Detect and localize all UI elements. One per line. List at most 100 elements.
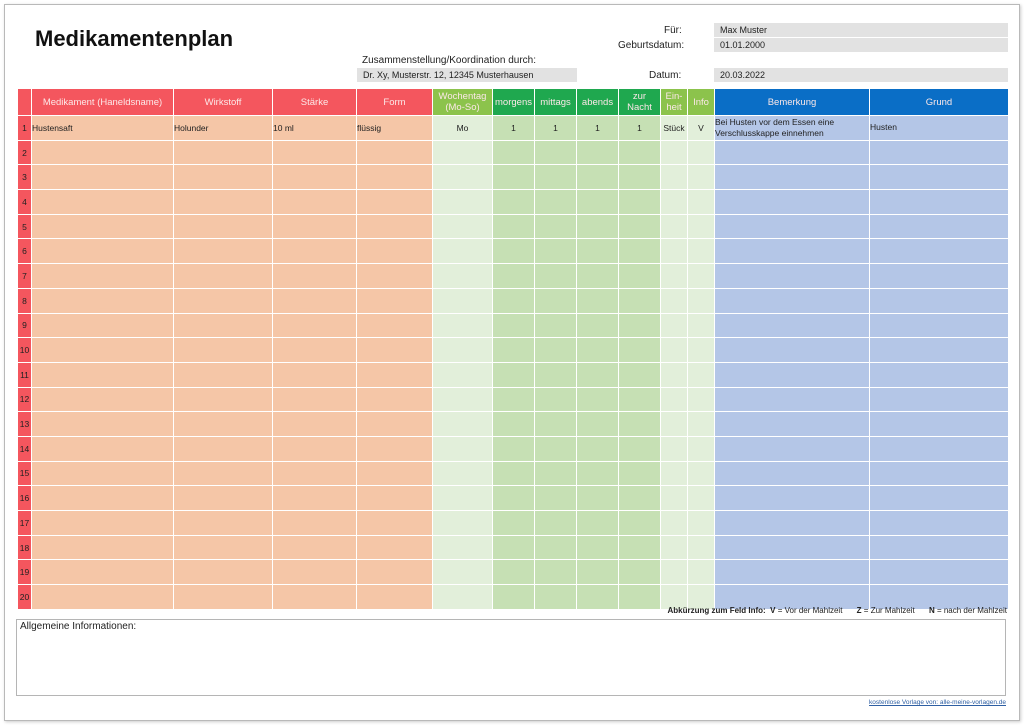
cell-form[interactable] <box>356 411 433 437</box>
cell-bemerkung[interactable]: Bei Husten vor dem Essen eine Verschluss… <box>714 115 870 141</box>
cell-mittags[interactable] <box>534 213 577 240</box>
cell-grund[interactable] <box>869 435 1009 462</box>
cell-form[interactable] <box>356 337 433 363</box>
cell-abends[interactable] <box>576 287 619 314</box>
cell-medikament[interactable] <box>31 386 174 413</box>
cell-grund[interactable] <box>869 584 1009 610</box>
cell-morgens[interactable] <box>492 485 535 511</box>
cell-zur-nacht[interactable] <box>618 510 661 536</box>
datum-field[interactable]: 20.03.2022 <box>714 68 1008 82</box>
cell-einheit[interactable] <box>660 164 688 191</box>
cell-morgens[interactable] <box>492 411 535 437</box>
cell-bemerkung[interactable] <box>714 386 870 413</box>
cell-staerke[interactable] <box>272 312 357 339</box>
cell-medikament[interactable] <box>31 510 174 536</box>
cell-form[interactable] <box>356 238 433 265</box>
cell-medikament[interactable] <box>31 584 174 610</box>
cell-grund[interactable]: Husten <box>869 115 1009 141</box>
cell-bemerkung[interactable] <box>714 559 870 586</box>
cell-form[interactable] <box>356 189 433 215</box>
cell-wochentag[interactable] <box>432 139 493 166</box>
cell-abends[interactable] <box>576 485 619 511</box>
cell-abends[interactable] <box>576 460 619 487</box>
cell-medikament[interactable] <box>31 213 174 240</box>
cell-info[interactable] <box>687 287 715 314</box>
cell-wochentag[interactable] <box>432 189 493 215</box>
cell-staerke[interactable] <box>272 287 357 314</box>
cell-info[interactable] <box>687 485 715 511</box>
cell-wirkstoff[interactable] <box>173 164 273 191</box>
cell-morgens[interactable] <box>492 263 535 289</box>
cell-staerke[interactable]: 10 ml <box>272 115 357 141</box>
cell-einheit[interactable] <box>660 139 688 166</box>
cell-medikament[interactable] <box>31 287 174 314</box>
cell-wirkstoff[interactable] <box>173 411 273 437</box>
cell-info[interactable] <box>687 312 715 339</box>
cell-wirkstoff[interactable] <box>173 238 273 265</box>
cell-info[interactable] <box>687 460 715 487</box>
cell-info[interactable] <box>687 411 715 437</box>
cell-zur-nacht[interactable] <box>618 337 661 363</box>
cell-morgens[interactable] <box>492 287 535 314</box>
cell-staerke[interactable] <box>272 213 357 240</box>
cell-wochentag[interactable] <box>432 337 493 363</box>
cell-morgens[interactable]: 1 <box>492 115 535 141</box>
cell-einheit[interactable] <box>660 460 688 487</box>
cell-bemerkung[interactable] <box>714 534 870 561</box>
cell-morgens[interactable] <box>492 312 535 339</box>
cell-bemerkung[interactable] <box>714 361 870 388</box>
cell-grund[interactable] <box>869 510 1009 536</box>
cell-wirkstoff[interactable] <box>173 460 273 487</box>
cell-form[interactable] <box>356 287 433 314</box>
cell-wirkstoff[interactable] <box>173 213 273 240</box>
cell-staerke[interactable] <box>272 164 357 191</box>
cell-einheit[interactable] <box>660 213 688 240</box>
cell-mittags[interactable] <box>534 263 577 289</box>
cell-wochentag[interactable] <box>432 435 493 462</box>
cell-staerke[interactable] <box>272 361 357 388</box>
cell-staerke[interactable] <box>272 337 357 363</box>
cell-bemerkung[interactable] <box>714 263 870 289</box>
cell-wochentag[interactable] <box>432 361 493 388</box>
cell-form[interactable] <box>356 510 433 536</box>
cell-medikament[interactable] <box>31 559 174 586</box>
cell-bemerkung[interactable] <box>714 510 870 536</box>
cell-info[interactable] <box>687 164 715 191</box>
cell-zur-nacht[interactable] <box>618 189 661 215</box>
cell-medikament[interactable] <box>31 485 174 511</box>
cell-einheit[interactable] <box>660 411 688 437</box>
cell-bemerkung[interactable] <box>714 584 870 610</box>
cell-einheit[interactable] <box>660 287 688 314</box>
fuer-field[interactable]: Max Muster <box>714 23 1008 37</box>
cell-wirkstoff[interactable] <box>173 386 273 413</box>
cell-grund[interactable] <box>869 287 1009 314</box>
cell-zur-nacht[interactable] <box>618 213 661 240</box>
cell-staerke[interactable] <box>272 189 357 215</box>
cell-abends[interactable] <box>576 386 619 413</box>
cell-zur-nacht[interactable] <box>618 287 661 314</box>
credit-link[interactable]: kostenlose Vorlage von: alle-meine-vorla… <box>869 699 1006 706</box>
cell-form[interactable] <box>356 584 433 610</box>
cell-abends[interactable] <box>576 263 619 289</box>
cell-staerke[interactable] <box>272 139 357 166</box>
cell-info[interactable] <box>687 139 715 166</box>
cell-bemerkung[interactable] <box>714 312 870 339</box>
cell-grund[interactable] <box>869 189 1009 215</box>
cell-wochentag[interactable] <box>432 534 493 561</box>
cell-medikament[interactable]: Hustensaft <box>31 115 174 141</box>
cell-abends[interactable] <box>576 435 619 462</box>
cell-abends[interactable] <box>576 189 619 215</box>
cell-wochentag[interactable] <box>432 485 493 511</box>
cell-einheit[interactable] <box>660 584 688 610</box>
cell-wirkstoff[interactable] <box>173 287 273 314</box>
cell-zur-nacht[interactable] <box>618 411 661 437</box>
cell-medikament[interactable] <box>31 139 174 166</box>
cell-einheit[interactable] <box>660 534 688 561</box>
cell-bemerkung[interactable] <box>714 287 870 314</box>
cell-zur-nacht[interactable] <box>618 164 661 191</box>
cell-zur-nacht[interactable] <box>618 485 661 511</box>
cell-bemerkung[interactable] <box>714 164 870 191</box>
cell-medikament[interactable] <box>31 337 174 363</box>
cell-form[interactable] <box>356 361 433 388</box>
cell-wirkstoff[interactable] <box>173 559 273 586</box>
